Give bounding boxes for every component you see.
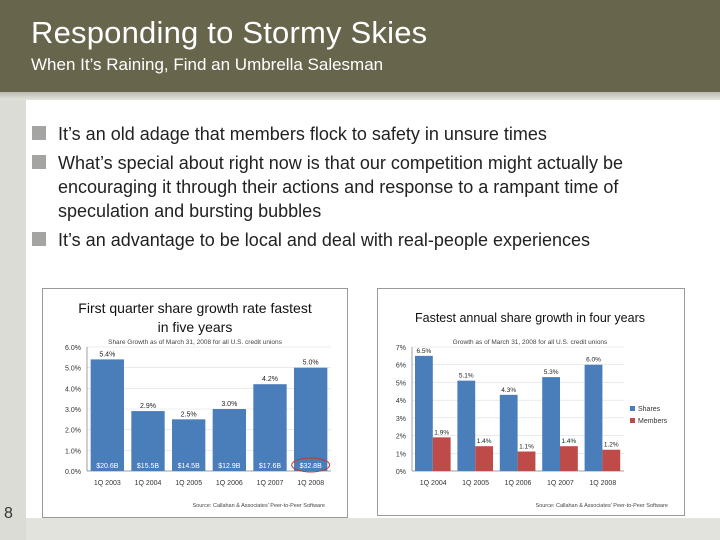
y-tick-label: 5% [396, 380, 406, 387]
highlight-circle [291, 457, 331, 473]
legend-label: Members [638, 418, 668, 425]
bar-shares [457, 380, 476, 471]
y-tick-label: 0% [396, 469, 406, 476]
legend-swatch [630, 418, 635, 423]
bar-share-growth [90, 359, 125, 471]
x-tick-label: 1Q 2008 [297, 480, 324, 487]
bar-value-label: 4.2% [262, 376, 278, 383]
bar-value-label: 4.3% [501, 387, 516, 394]
bar-share-growth [131, 411, 165, 471]
bar-value-label: 1.9% [434, 429, 449, 436]
share-growth-rate-chart: First quarter share growth rate fastest i… [42, 288, 348, 518]
x-tick-label: 1Q 2005 [462, 480, 489, 487]
bottom-decor-bar [26, 518, 720, 540]
bar-value-label: 5.3% [544, 369, 559, 376]
bar-share-growth [171, 419, 206, 471]
bar-value-label: 2.5% [181, 411, 197, 418]
chart-subtitle: Growth as of March 31, 2008 for all U.S.… [453, 339, 608, 346]
title-divider [0, 92, 720, 100]
bar-inner-label: $20.6B [96, 463, 119, 470]
bullet-text: What’s special about right now is that o… [58, 153, 623, 221]
bar-inner-label: $12.9B [218, 463, 241, 470]
bullet-item: It’s an advantage to be local and deal w… [30, 228, 700, 252]
bar-value-label: 5.4% [99, 351, 115, 358]
bar-members [517, 451, 536, 471]
bar-inner-label: $14.5B [178, 463, 201, 470]
chart-title: in five years [158, 319, 233, 335]
y-tick-label: 2% [396, 434, 406, 441]
y-tick-label: 6% [396, 363, 406, 370]
bar-value-label: 1.4% [561, 438, 576, 445]
slide-title: Responding to Stormy Skies [31, 15, 428, 50]
x-tick-label: 1Q 2008 [589, 480, 616, 487]
bar-value-label: 2.9% [140, 403, 156, 410]
title-bar [0, 0, 720, 92]
square-bullet-icon [32, 232, 46, 246]
x-tick-label: 1Q 2004 [420, 480, 447, 487]
y-tick-label: 2.0% [65, 428, 81, 435]
x-tick-label: 1Q 2006 [216, 480, 243, 487]
left-decor-strip [0, 100, 26, 540]
chart-title: Fastest annual share growth in four year… [415, 311, 645, 325]
x-tick-label: 1Q 2005 [175, 480, 202, 487]
chart-subtitle: Share Growth as of March 31, 2008 for al… [108, 339, 283, 346]
y-tick-label: 1% [396, 451, 406, 458]
y-tick-label: 5.0% [65, 366, 81, 373]
square-bullet-icon [32, 155, 46, 169]
x-tick-label: 1Q 2003 [94, 480, 121, 487]
y-tick-label: 4.0% [65, 386, 81, 393]
x-tick-label: 1Q 2007 [257, 480, 284, 487]
bar-value-label: 6.0% [586, 357, 601, 364]
bar-value-label: 6.5% [416, 348, 431, 355]
bullet-list: It’s an old adage that members flock to … [30, 122, 700, 257]
bar-shares [415, 355, 433, 471]
y-tick-label: 3.0% [65, 407, 81, 414]
bullet-text: It’s an advantage to be local and deal w… [58, 230, 591, 250]
y-tick-label: 1.0% [65, 448, 81, 455]
bar-shares [499, 394, 518, 471]
share-growth-rate-chart-svg: First quarter share growth rate fastest i… [65, 300, 331, 509]
bar-share-growth [253, 384, 287, 471]
square-bullet-icon [32, 126, 46, 140]
y-tick-label: 3% [396, 416, 406, 423]
bullet-item: What’s special about right now is that o… [30, 151, 700, 223]
chart-source: Source: Callahan & Associates' Peer-to-P… [192, 503, 325, 509]
page-number: 8 [4, 505, 13, 522]
bullet-item: It’s an old adage that members flock to … [30, 122, 700, 146]
legend-label: Shares [638, 406, 661, 413]
x-tick-label: 1Q 2004 [135, 480, 162, 487]
chart-title: First quarter share growth rate fastest [78, 300, 312, 316]
annual-share-growth-chart-svg: Fastest annual share growth in four year… [396, 311, 668, 509]
chart-source: Source: Callahan & Associates' Peer-to-P… [535, 503, 668, 509]
x-tick-label: 1Q 2006 [505, 480, 532, 487]
bar-members [432, 437, 451, 471]
legend-swatch [630, 406, 635, 411]
bar-inner-label: $32.8B [300, 463, 323, 470]
bar-value-label: 1.2% [604, 442, 619, 449]
y-tick-label: 0.0% [65, 469, 81, 476]
bar-value-label: 5.1% [459, 373, 474, 380]
y-tick-label: 4% [396, 398, 406, 405]
bar-value-label: 5.0% [303, 360, 319, 367]
bar-members [602, 449, 621, 471]
bar-members [560, 446, 578, 471]
slide-subtitle: When It’s Raining, Find an Umbrella Sale… [31, 55, 384, 74]
y-tick-label: 7% [396, 345, 406, 352]
x-tick-label: 1Q 2007 [547, 480, 574, 487]
bar-inner-label: $17.6B [259, 463, 282, 470]
bar-shares [542, 377, 561, 471]
bar-value-label: 1.4% [477, 438, 492, 445]
bar-share-growth [293, 367, 328, 471]
bar-value-label: 1.1% [519, 444, 534, 451]
y-tick-label: 6.0% [65, 345, 81, 352]
bar-shares [584, 364, 603, 471]
bar-value-label: 3.0% [221, 401, 237, 408]
bullet-text: It’s an old adage that members flock to … [58, 124, 547, 144]
annual-share-growth-chart: Fastest annual share growth in four year… [377, 288, 685, 516]
bar-inner-label: $15.5B [137, 463, 160, 470]
bar-members [475, 446, 494, 471]
bar-share-growth [212, 409, 247, 471]
